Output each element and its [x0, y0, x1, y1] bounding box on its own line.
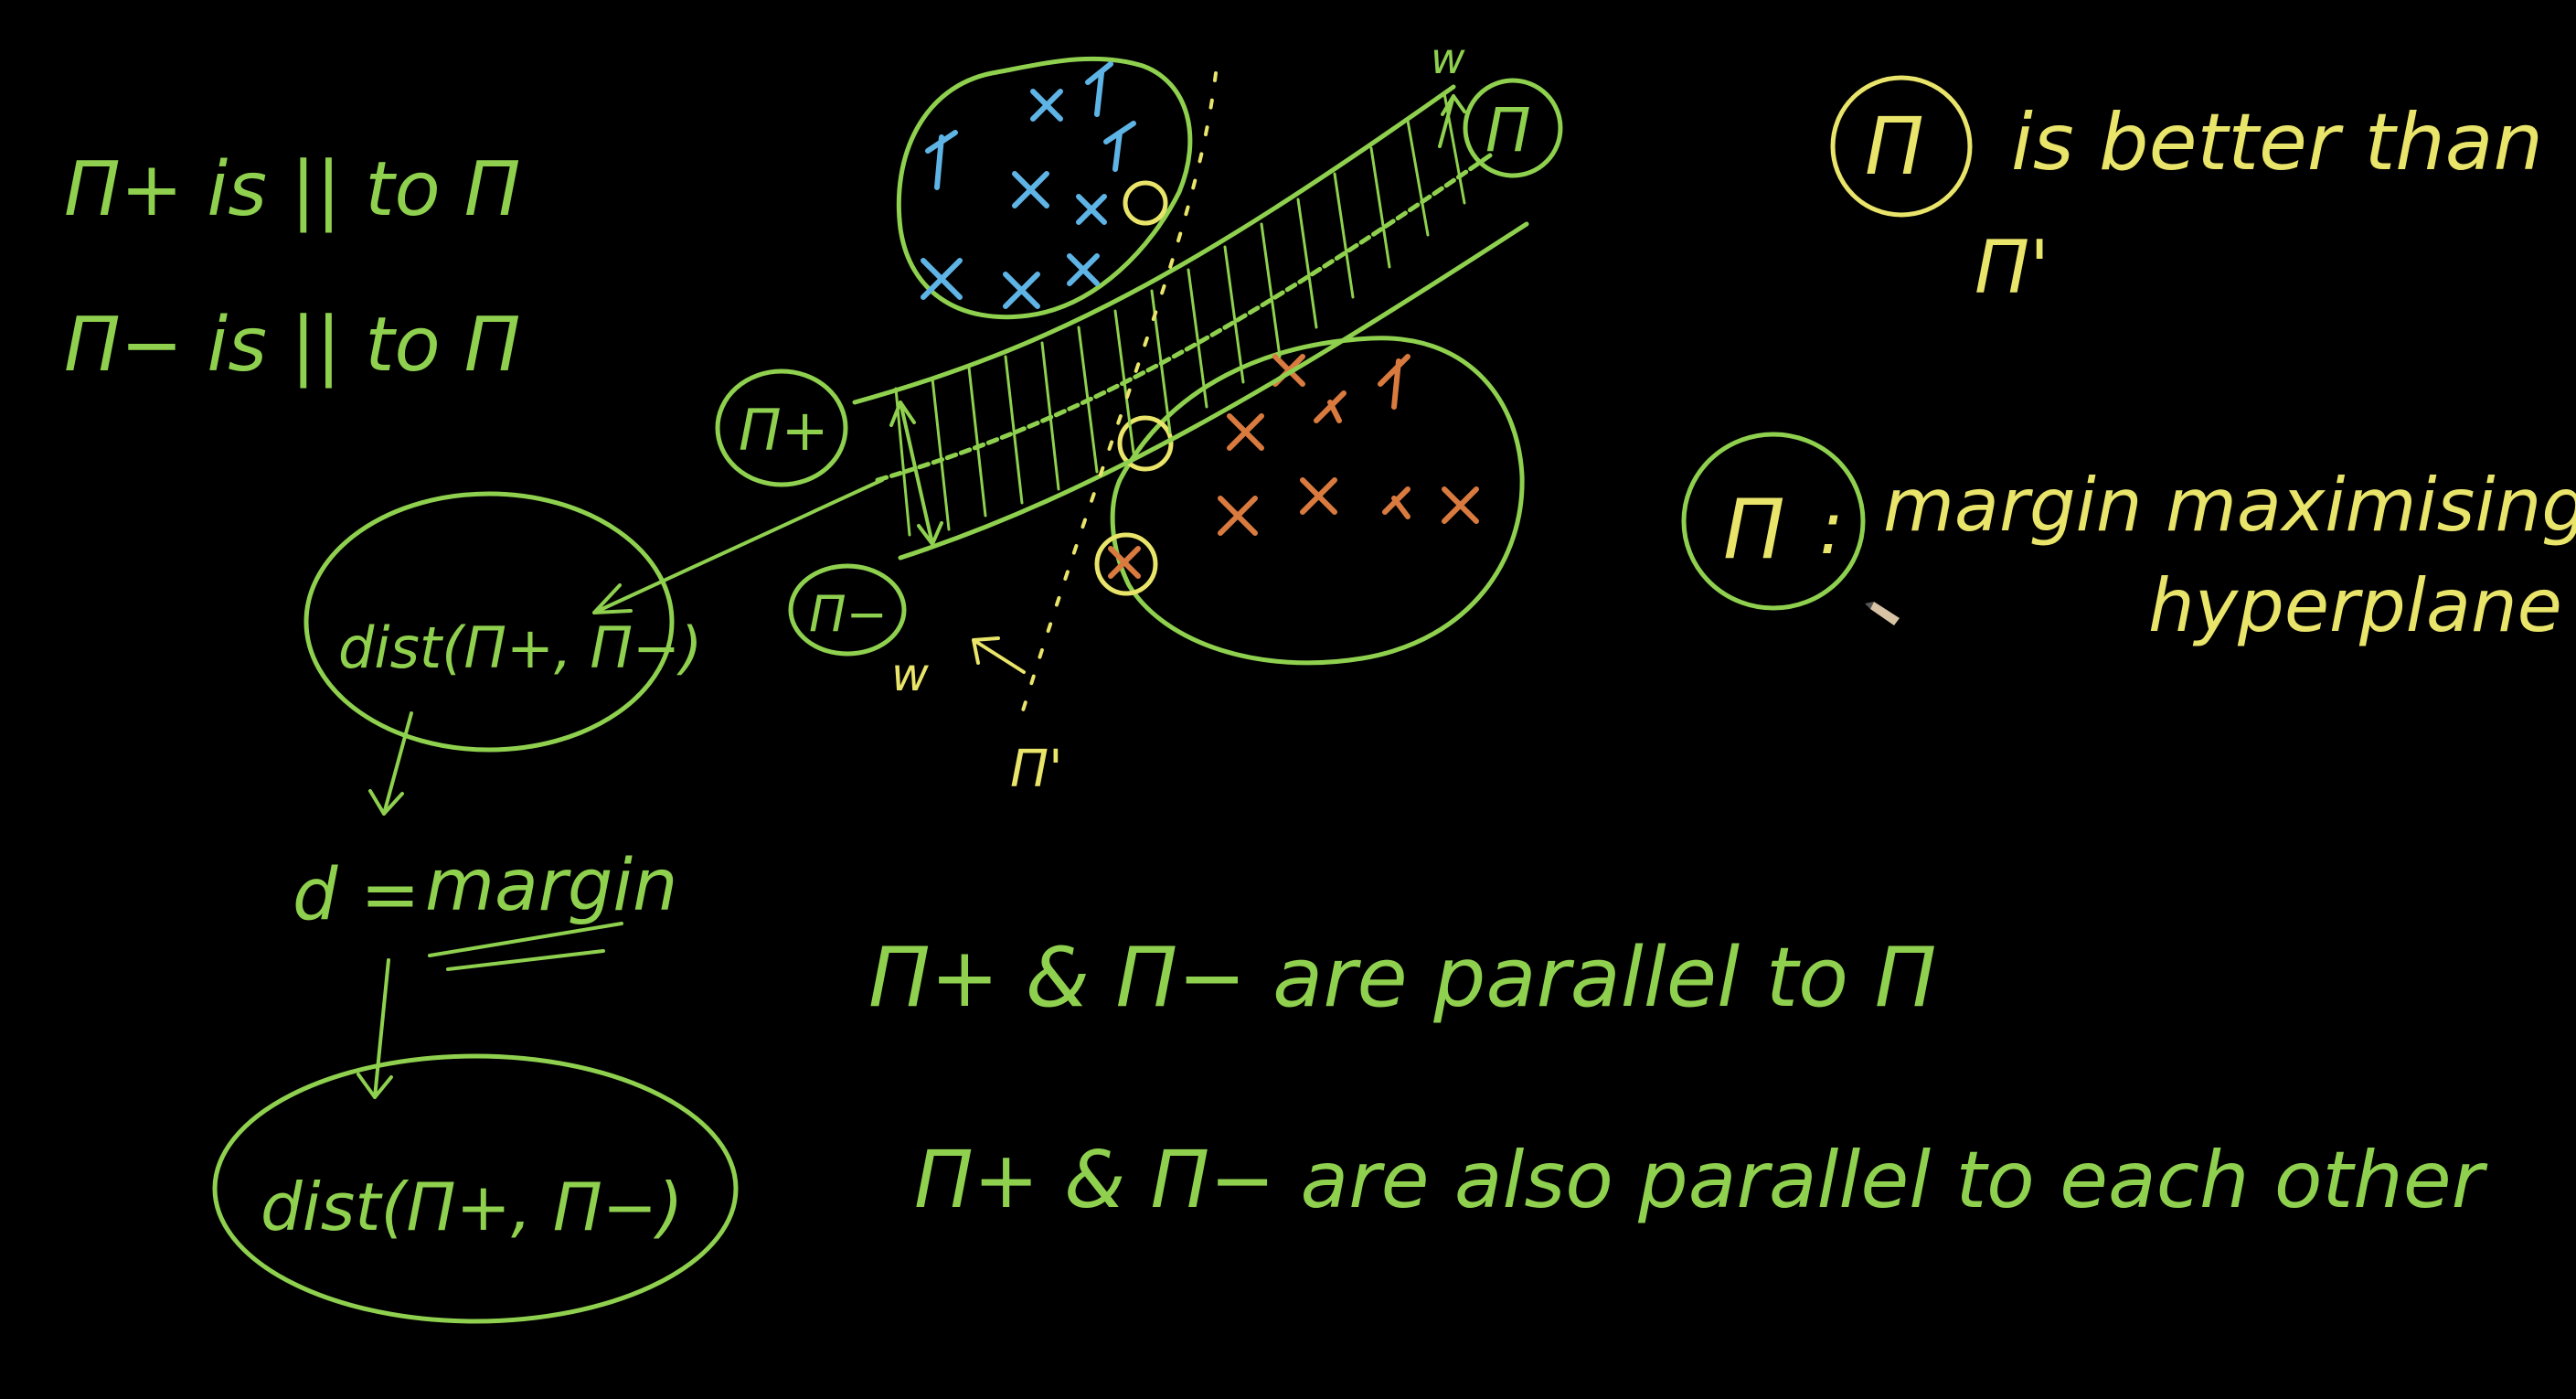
- pen-cursor-icon: [1870, 602, 1900, 625]
- down-arrow-2: [357, 958, 393, 1099]
- pi-prime-label: Π': [1010, 740, 1063, 799]
- margin-arrow: [889, 400, 943, 546]
- pi-plus-label: Π+: [739, 397, 829, 464]
- down-arrow-1: [368, 711, 413, 816]
- mm-pi-label: Π: [1723, 482, 1785, 578]
- better-pi-circle: [1830, 75, 1973, 218]
- w-top-arrow: [1438, 94, 1466, 148]
- note-parallel-each-other: Π+ & Π− are also parallel to each other: [914, 1135, 2488, 1226]
- pi-plus-plane: [852, 84, 1456, 405]
- mm-line2: hyperplane: [2148, 563, 2562, 648]
- positive-class-region: [896, 56, 1193, 320]
- pi-minus-circle: [788, 563, 907, 657]
- w-bottom-label: w: [891, 648, 929, 701]
- mm-line1: margin maximising: [1883, 463, 2576, 548]
- pi-minus-plane: [898, 221, 1529, 561]
- pen-tip-icon: [1865, 602, 1874, 609]
- note-pi-plus-parallel: Π+ is || to Π: [64, 146, 520, 233]
- pi-prime-line: [1017, 71, 1218, 724]
- margin-underline: [428, 922, 623, 971]
- w-bottom-arrow: [972, 636, 1026, 674]
- mm-pi-circle: [1681, 432, 1866, 611]
- mm-colon: :: [1819, 486, 1844, 571]
- dist-expression-2: dist(Π+, Π−): [261, 1169, 683, 1245]
- pi-top-label: Π: [1485, 95, 1531, 166]
- dist-expression-1: dist(Π+, Π−): [338, 614, 702, 681]
- margin-planes: [852, 84, 1529, 561]
- d-margin-word: margin: [425, 845, 677, 927]
- better-than-text: is better than: [2011, 97, 2543, 188]
- w-top-label: w: [1431, 34, 1465, 83]
- support-vectors: [1094, 180, 1174, 596]
- positive-points: [921, 61, 1136, 309]
- note-pi-minus-parallel: Π− is || to Π: [64, 302, 520, 389]
- negative-points: [1108, 354, 1479, 579]
- margin-hatching: [894, 91, 1466, 537]
- pi-plane: [875, 153, 1493, 483]
- pi-top-circle: [1463, 78, 1563, 178]
- pi-minus-label: Π−: [809, 585, 888, 643]
- svm-diagram: Π+ Π− Π w w Π': [715, 34, 1563, 799]
- pi-plus-circle: [715, 368, 848, 487]
- note-parallel-to-pi: Π+ & Π− are parallel to Π: [868, 930, 1936, 1026]
- dist-circle-1: [303, 491, 675, 753]
- dist-pointer-arrow: [592, 478, 884, 614]
- better-pi-prime: Π': [1975, 225, 2049, 310]
- dist-circle-2: [212, 1053, 739, 1324]
- d-margin-prefix: d =: [293, 854, 420, 936]
- better-pi-label: Π: [1865, 101, 1924, 193]
